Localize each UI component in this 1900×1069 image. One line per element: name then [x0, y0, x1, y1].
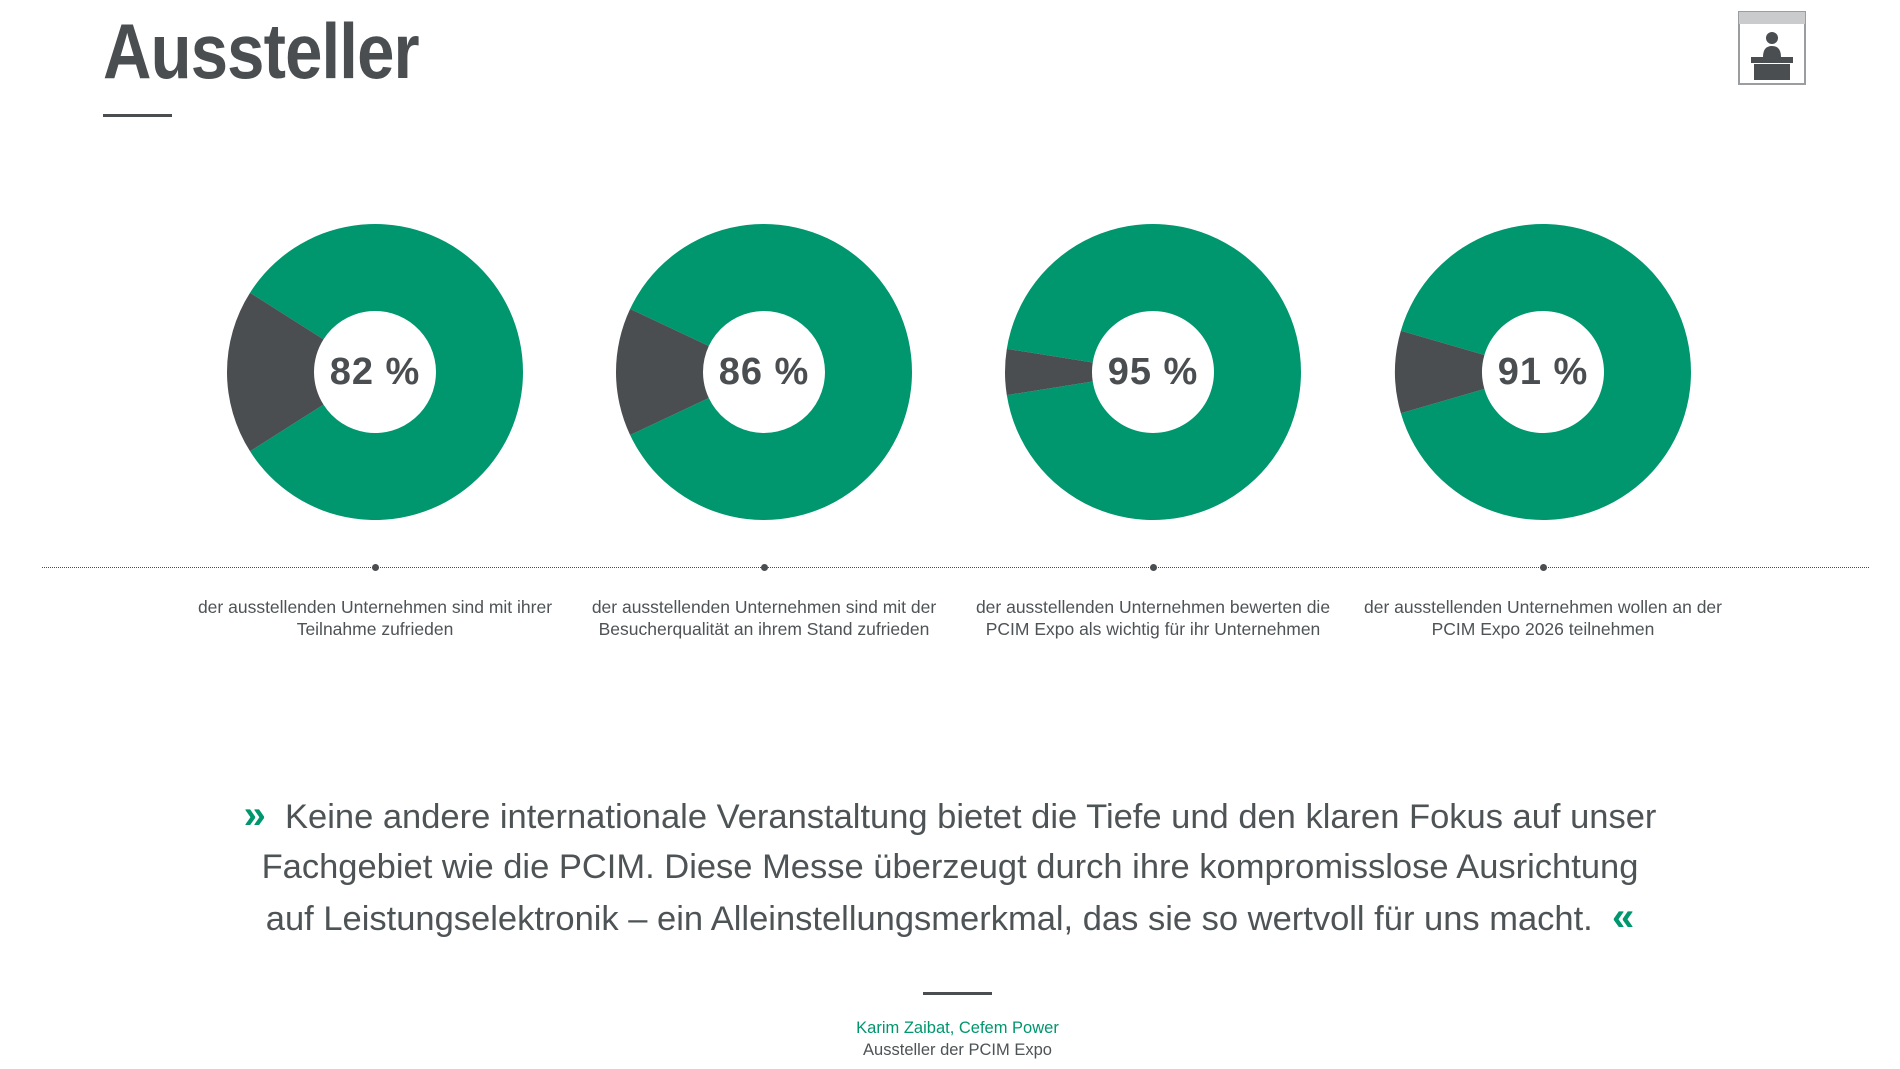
title-underline [103, 114, 172, 117]
donut-value-label: 86 % [718, 350, 810, 393]
quote-divider [923, 992, 992, 995]
donut-svg [1395, 224, 1691, 520]
donut-value-label: 91 % [1497, 350, 1589, 393]
donut-description: der ausstellenden Unternehmen sind mit d… [591, 597, 937, 639]
quote-author: Karim Zaibat, Cefem Power [856, 1019, 1059, 1037]
donut-svg [1005, 224, 1301, 521]
donut-chart-1: 82 % [225, 222, 525, 522]
donut-slice-minor [227, 292, 324, 452]
donut-slice-minor [1005, 348, 1093, 396]
testimonial-quote: » Keine andere internationale Veranstalt… [240, 790, 1660, 944]
donut-svg [227, 224, 523, 521]
donut-chart-4: 91 % [1393, 222, 1693, 522]
donut-chart-2: 86 % [614, 222, 914, 522]
donut-value-label: 82 % [329, 350, 421, 393]
quote-open-mark: » [243, 793, 266, 837]
donut-value-label: 95 % [1107, 350, 1199, 393]
donut-chart-3: 95 % [1003, 222, 1303, 522]
donut-slice-minor [1395, 330, 1485, 414]
quote-close-mark: « [1611, 895, 1635, 939]
timeline-dot [371, 564, 379, 571]
donut-slice-minor [616, 308, 709, 436]
donut-svg [616, 224, 912, 521]
timeline-dot [760, 564, 768, 571]
quote-author-role: Aussteller der PCIM Expo [863, 1041, 1052, 1059]
exhibitor-booth-icon [1738, 11, 1806, 85]
donut-description: der ausstellenden Unternehmen sind mit i… [197, 597, 553, 639]
timeline-dot [1539, 564, 1547, 571]
timeline-axis [42, 567, 1869, 568]
donut-slice-major [1006, 224, 1301, 521]
quote-text: Keine andere internationale Veranstaltun… [261, 798, 1657, 938]
donut-description: der ausstellenden Unternehmen bewerten d… [975, 597, 1331, 639]
page-title: Aussteller [103, 7, 420, 95]
donut-slice-major [1400, 224, 1691, 520]
donut-slice-major [630, 224, 912, 521]
donut-description: der ausstellenden Unternehmen wollen an … [1363, 597, 1722, 639]
donut-slice-major [250, 224, 523, 521]
timeline-dot [1149, 564, 1157, 571]
